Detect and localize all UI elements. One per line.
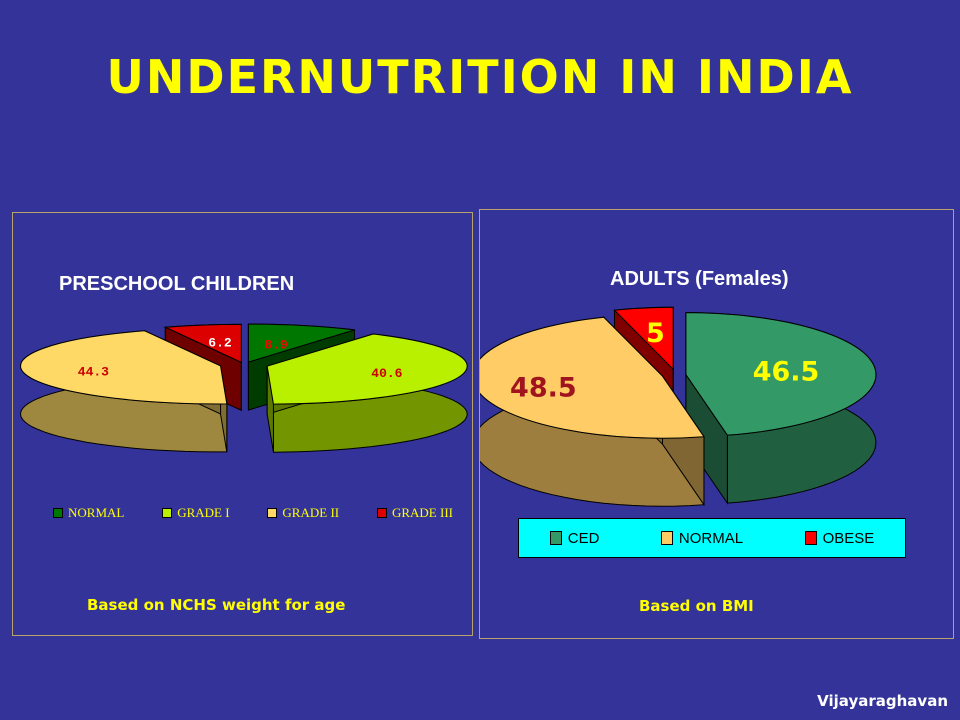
preschool-legend-label: GRADE III <box>391 505 453 520</box>
preschool-value-label: 44.3 <box>78 365 109 380</box>
preschool-legend-label: GRADE I <box>177 505 230 520</box>
preschool-caption: Based on NCHS weight for age <box>87 596 346 614</box>
author-credit: Vijayaraghavan <box>817 692 948 710</box>
preschool-legend: NORMAL GRADE I GRADE II GRADE III <box>53 503 453 523</box>
adults-legend-label: NORMAL <box>678 529 744 547</box>
adults-slice-ced <box>685 312 877 505</box>
adults-legend-swatch <box>660 531 673 545</box>
adults-legend-item: OBESE <box>804 529 875 547</box>
adults-value-label: 5 <box>646 318 665 349</box>
adults-legend-label: CED <box>567 529 600 547</box>
preschool-legend-label: NORMAL <box>68 505 125 520</box>
preschool-chart-panel: PRESCHOOL CHILDREN 8.9 40.6 44.3 6.2 NORMAL… <box>12 212 473 636</box>
page-title: UNDERNUTRITION IN INDIA <box>106 50 854 104</box>
preschool-legend-swatch <box>376 508 387 518</box>
preschool-slice-grade-i <box>266 333 468 453</box>
adults-legend-swatch <box>804 531 817 545</box>
preschool-slice-grade-ii <box>19 330 228 453</box>
adults-caption: Based on BMI <box>639 597 754 615</box>
preschool-value-label: 6.2 <box>208 335 232 350</box>
adults-legend-item: NORMAL <box>660 529 744 547</box>
adults-legend-item: CED <box>549 529 600 547</box>
adults-value-label: 48.5 <box>510 372 577 403</box>
preschool-pie-chart: 8.9 40.6 44.3 6.2 <box>19 323 468 453</box>
adults-chart-title: ADULTS (Females) <box>610 268 789 290</box>
preschool-legend-item: GRADE III <box>376 505 453 521</box>
adults-pie-chart: 46.5 48.5 5 <box>480 306 877 507</box>
preschool-chart-title: PRESCHOOL CHILDREN <box>59 273 295 295</box>
adults-chart-panel: ADULTS (Females) 46.5 48.5 5 CED NORMAL OBES… <box>479 209 954 639</box>
preschool-legend-item: GRADE II <box>267 505 339 521</box>
preschool-value-label: 8.9 <box>264 337 288 352</box>
preschool-legend-swatch <box>162 508 173 518</box>
preschool-value-label: 40.6 <box>371 366 402 381</box>
adults-legend-swatch <box>549 531 562 545</box>
preschool-legend-swatch <box>53 508 63 518</box>
adults-value-label: 46.5 <box>753 356 820 387</box>
adults-legend-label: OBESE <box>822 529 875 547</box>
preschool-legend-label: GRADE II <box>282 505 340 520</box>
adults-slice-normal <box>480 316 705 507</box>
preschool-legend-swatch <box>267 508 278 518</box>
adults-legend: CED NORMAL OBESE <box>518 518 906 558</box>
preschool-legend-item: NORMAL <box>53 505 124 521</box>
preschool-legend-item: GRADE I <box>162 505 230 521</box>
